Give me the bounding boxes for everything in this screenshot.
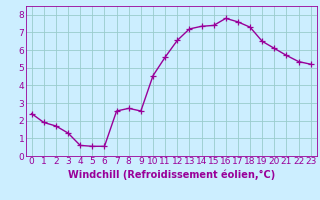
X-axis label: Windchill (Refroidissement éolien,°C): Windchill (Refroidissement éolien,°C) [68, 169, 275, 180]
